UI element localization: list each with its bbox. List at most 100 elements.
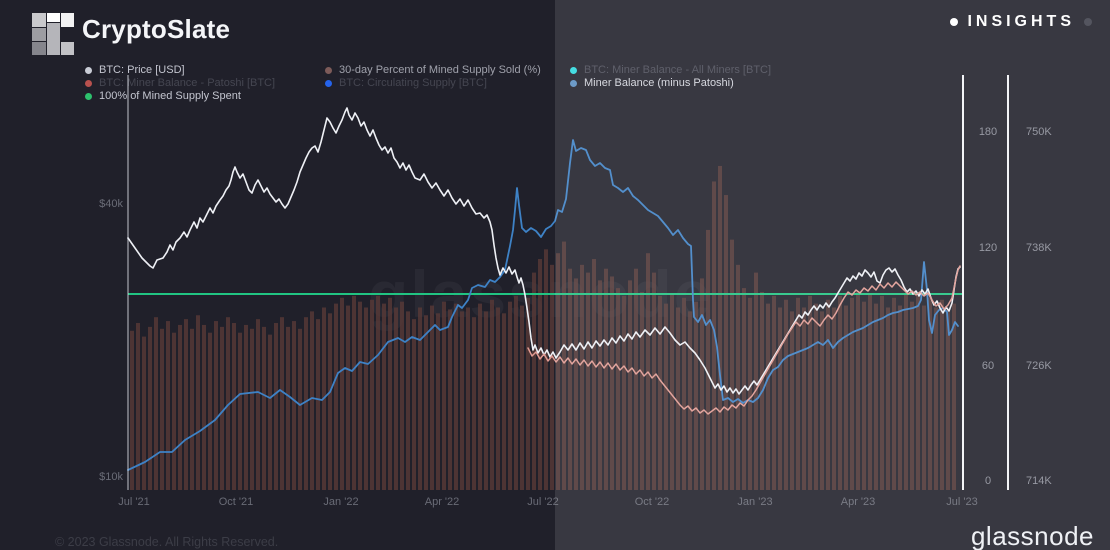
- percent-sold-bar: [310, 311, 314, 490]
- legend-item-minus-patoshi[interactable]: Miner Balance (minus Patoshi): [570, 77, 734, 89]
- percent-sold-bar: [862, 301, 866, 490]
- percent-sold-bar: [142, 336, 146, 490]
- legend-label: BTC: Price [USD]: [99, 64, 185, 76]
- percent-sold-bar: [364, 307, 368, 490]
- percent-sold-bar: [766, 303, 770, 490]
- y-right-balance-tick-label: 714K: [1026, 475, 1052, 487]
- percent-sold-bar: [868, 293, 872, 490]
- percent-sold-bar: [262, 326, 266, 490]
- percent-sold-bar: [466, 307, 470, 490]
- percent-sold-bar: [940, 299, 944, 490]
- percent-sold-bar: [376, 295, 380, 490]
- insights-label: INSIGHTS: [967, 13, 1075, 30]
- y-right-percent-tick-label: 60: [981, 360, 995, 372]
- percent-sold-bar: [280, 317, 284, 490]
- y-right-balance-tick-label: 750K: [1026, 126, 1052, 138]
- percent-sold-bar: [472, 317, 476, 490]
- percent-sold-bar: [448, 309, 452, 490]
- percent-sold-bar: [856, 291, 860, 490]
- y-right-percent-tick-label: 0: [984, 475, 992, 487]
- legend-dot-icon: [570, 79, 577, 87]
- legend-dot-icon: [85, 66, 92, 74]
- percent-sold-bar: [814, 303, 818, 490]
- percent-sold-bar: [196, 315, 200, 490]
- percent-sold-bar: [910, 301, 914, 490]
- percent-sold-bar: [880, 295, 884, 490]
- legend-dot-icon: [85, 79, 92, 87]
- percent-sold-bar: [502, 313, 506, 490]
- percent-sold-bar: [610, 276, 614, 490]
- percent-sold-bar: [718, 165, 722, 490]
- legend-item-pct-sold[interactable]: 30-day Percent of Mined Supply Sold (%): [325, 64, 541, 76]
- percent-sold-bar: [526, 297, 530, 490]
- logo-block: [32, 13, 46, 27]
- series-line-miner-balance-minus-patoshi: [127, 139, 959, 471]
- percent-sold-bar: [478, 303, 482, 490]
- percent-sold-bar: [628, 280, 632, 490]
- percent-sold-bar: [706, 229, 710, 490]
- percent-sold-bar: [316, 319, 320, 490]
- percent-sold-bar: [556, 253, 560, 490]
- logo-block: [47, 13, 60, 22]
- percent-sold-bar: [172, 332, 176, 490]
- percent-sold-bar: [892, 297, 896, 490]
- percent-sold-bar: [604, 268, 608, 490]
- percent-sold-bar: [748, 297, 752, 490]
- percent-sold-bar: [298, 328, 302, 490]
- percent-sold-bar: [658, 295, 662, 490]
- logo-block: [61, 13, 74, 27]
- percent-sold-bar: [496, 307, 500, 490]
- percent-sold-bar: [388, 297, 392, 490]
- percent-sold-bar: [772, 295, 776, 490]
- cryptoslate-logo: [32, 13, 74, 55]
- percent-sold-bar: [850, 297, 854, 490]
- percent-sold-bar: [820, 311, 824, 490]
- percent-sold-bar: [538, 259, 542, 490]
- y-right-balance-tick-label: 726K: [1026, 360, 1052, 372]
- percent-sold-bar: [784, 299, 788, 490]
- brand-title: CryptoSlate: [82, 14, 231, 44]
- legend-item-circ-supply[interactable]: BTC: Circulating Supply [BTC]: [325, 77, 487, 89]
- logo-block: [61, 42, 74, 55]
- percent-sold-bar: [334, 303, 338, 490]
- percent-sold-bar: [214, 321, 218, 490]
- x-tick-label: Apr '23: [840, 496, 876, 508]
- percent-sold-bar: [712, 181, 716, 490]
- percent-sold-bars: [130, 165, 956, 491]
- logo-block: [32, 42, 46, 55]
- percent-sold-bar: [778, 307, 782, 490]
- insights-badge: INSIGHTS: [950, 13, 1092, 31]
- percent-sold-bar: [640, 291, 644, 490]
- x-tick-label: Jan '23: [737, 496, 773, 508]
- legend-item-all-miners[interactable]: BTC: Miner Balance - All Miners [BTC]: [570, 64, 771, 76]
- legend-item-btc-price[interactable]: BTC: Price [USD]: [85, 64, 185, 76]
- percent-sold-bar: [736, 264, 740, 490]
- percent-sold-bar: [202, 324, 206, 490]
- copyright-text: © 2023 Glassnode. All Rights Reserved.: [55, 535, 279, 549]
- percent-sold-bar: [580, 264, 584, 490]
- percent-sold-bar: [730, 239, 734, 490]
- percent-sold-bar: [256, 319, 260, 490]
- percent-sold-bar: [490, 299, 494, 490]
- percent-sold-bar: [934, 307, 938, 490]
- percent-sold-bar: [220, 326, 224, 490]
- x-tick-label: Jul '21: [118, 496, 150, 508]
- x-tick-label: Jan '22: [323, 496, 359, 508]
- percent-sold-bar: [574, 278, 578, 490]
- percent-sold-bar: [544, 249, 548, 490]
- percent-sold-bar: [700, 278, 704, 490]
- percent-sold-bar: [742, 288, 746, 490]
- percent-sold-bar: [898, 305, 902, 490]
- percent-sold-bar: [952, 303, 956, 490]
- percent-sold-bar: [802, 307, 806, 490]
- percent-sold-bar: [484, 311, 488, 490]
- bullet-icon: [1084, 18, 1092, 26]
- percent-sold-bar: [148, 326, 152, 490]
- legend-item-supply-spent[interactable]: 100% of Mined Supply Spent: [85, 90, 241, 102]
- percent-sold-bar: [550, 264, 554, 490]
- legend-item-patoshi[interactable]: BTC: Miner Balance - Patoshi [BTC]: [85, 77, 275, 89]
- legend-label: 30-day Percent of Mined Supply Sold (%): [339, 64, 541, 76]
- percent-sold-bar: [286, 326, 290, 490]
- percent-sold-bar: [808, 295, 812, 490]
- x-tick-label: Jul '23: [946, 496, 978, 508]
